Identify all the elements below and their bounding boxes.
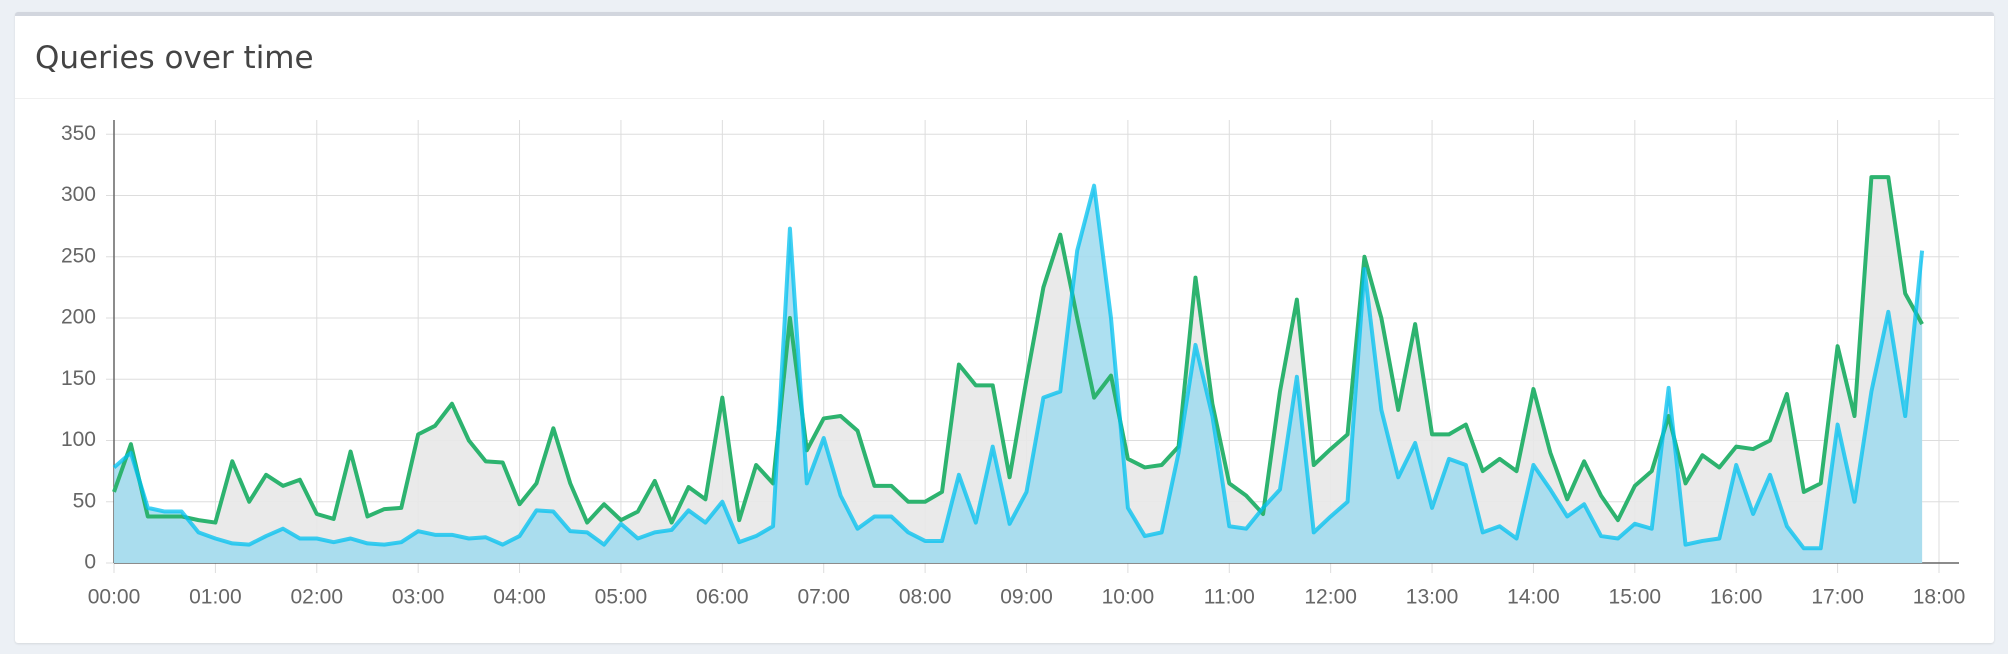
x-tick-label: 16:00 bbox=[1710, 586, 1763, 609]
y-tick-label: 300 bbox=[61, 183, 96, 206]
x-tick-label: 10:00 bbox=[1102, 586, 1155, 609]
card-title: Queries over time bbox=[15, 16, 1994, 99]
y-tick-label: 350 bbox=[61, 122, 96, 145]
x-tick-label: 00:00 bbox=[88, 586, 141, 609]
x-tick-label: 03:00 bbox=[392, 586, 445, 609]
area-fill bbox=[114, 177, 1923, 563]
x-tick-label: 11:00 bbox=[1204, 586, 1255, 609]
y-tick-label: 0 bbox=[84, 551, 96, 574]
series-line bbox=[112, 175, 1924, 525]
y-tick-label: 200 bbox=[61, 306, 96, 329]
y-tick-label: 50 bbox=[73, 489, 96, 512]
x-tick-label: 05:00 bbox=[595, 586, 648, 609]
x-tick-label: 17:00 bbox=[1811, 586, 1864, 609]
x-tick-label: 09:00 bbox=[1000, 586, 1053, 609]
x-tick-label: 01:00 bbox=[189, 586, 242, 609]
x-tick-label: 02:00 bbox=[290, 586, 343, 609]
x-tick-label: 06:00 bbox=[696, 586, 749, 609]
x-tick-label: 08:00 bbox=[899, 586, 952, 609]
x-tick-label: 12:00 bbox=[1304, 586, 1357, 609]
y-tick-label: 100 bbox=[61, 428, 96, 451]
x-tick-label: 18:00 bbox=[1913, 586, 1966, 609]
x-tick-label: 15:00 bbox=[1609, 586, 1662, 609]
y-tick-label: 150 bbox=[61, 367, 96, 390]
x-tick-label: 04:00 bbox=[493, 586, 546, 609]
y-tick-label: 250 bbox=[61, 244, 96, 267]
series-line bbox=[112, 183, 1925, 551]
x-tick-label: 14:00 bbox=[1507, 586, 1560, 609]
area-fill bbox=[114, 185, 1923, 563]
x-tick-label: 07:00 bbox=[797, 586, 850, 609]
x-tick-label: 13:00 bbox=[1406, 586, 1459, 609]
